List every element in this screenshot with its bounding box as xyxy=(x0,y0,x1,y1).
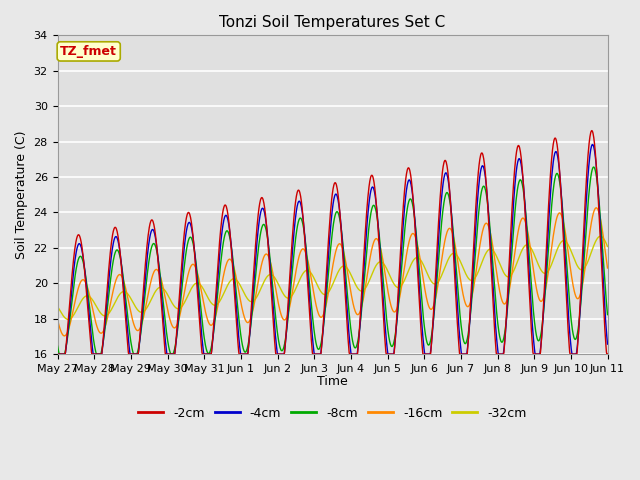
X-axis label: Time: Time xyxy=(317,375,348,388)
Title: Tonzi Soil Temperatures Set C: Tonzi Soil Temperatures Set C xyxy=(220,15,445,30)
Text: TZ_fmet: TZ_fmet xyxy=(60,45,117,58)
Y-axis label: Soil Temperature (C): Soil Temperature (C) xyxy=(15,131,28,259)
Legend: -2cm, -4cm, -8cm, -16cm, -32cm: -2cm, -4cm, -8cm, -16cm, -32cm xyxy=(133,402,532,425)
